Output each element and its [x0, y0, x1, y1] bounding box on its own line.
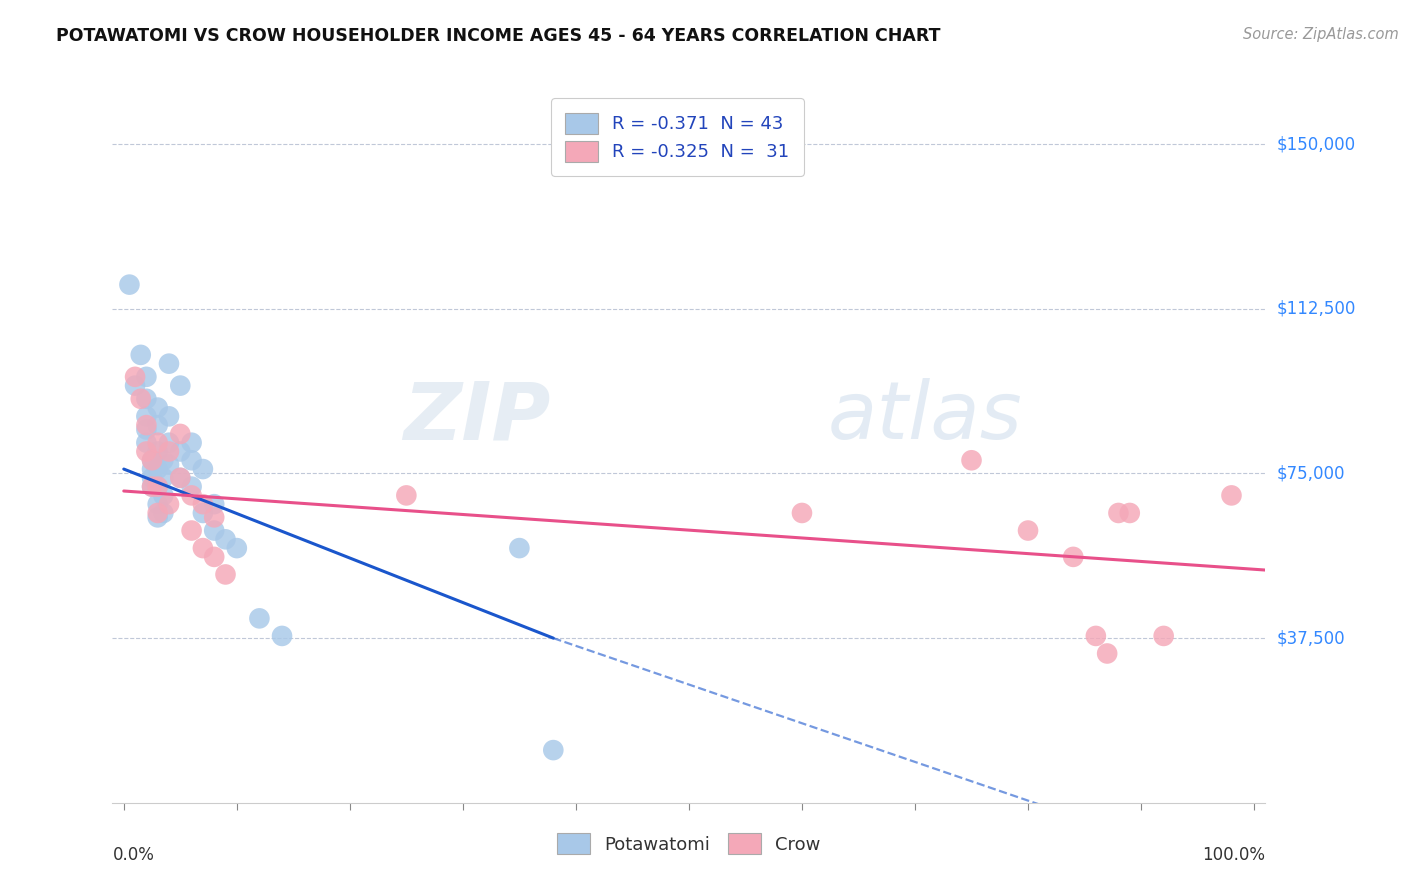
Point	[135, 409, 157, 424]
Point	[169, 471, 191, 485]
Point	[271, 629, 294, 643]
Point	[1119, 506, 1142, 520]
Point	[202, 549, 225, 564]
Point	[124, 378, 146, 392]
Point	[135, 435, 157, 450]
Text: POTAWATOMI VS CROW HOUSEHOLDER INCOME AGES 45 - 64 YEARS CORRELATION CHART: POTAWATOMI VS CROW HOUSEHOLDER INCOME AG…	[56, 27, 941, 45]
Point	[152, 453, 174, 467]
Point	[202, 524, 225, 538]
Point	[157, 357, 180, 371]
Point	[1107, 506, 1129, 520]
Point	[146, 418, 169, 433]
Point	[1084, 629, 1107, 643]
Point	[157, 444, 180, 458]
Point	[157, 458, 180, 472]
Point	[1062, 549, 1084, 564]
Point	[180, 435, 202, 450]
Point	[135, 423, 157, 437]
Point	[214, 567, 236, 582]
Point	[1153, 629, 1175, 643]
Point	[157, 497, 180, 511]
Point	[214, 533, 236, 547]
Point	[146, 435, 169, 450]
Point	[191, 462, 214, 476]
Point	[508, 541, 530, 555]
Point	[146, 510, 169, 524]
Point	[180, 524, 202, 538]
Point	[141, 453, 163, 467]
Point	[135, 369, 157, 384]
Legend: Potawatomi, Crow: Potawatomi, Crow	[547, 822, 831, 865]
Point	[960, 453, 983, 467]
Point	[135, 444, 157, 458]
Point	[141, 453, 163, 467]
Point	[146, 462, 169, 476]
Point	[146, 506, 169, 520]
Point	[202, 510, 225, 524]
Point	[146, 497, 169, 511]
Point	[146, 401, 169, 415]
Point	[169, 471, 191, 485]
Point	[135, 418, 157, 433]
Point	[141, 480, 163, 494]
Point	[202, 497, 225, 511]
Point	[543, 743, 565, 757]
Text: $150,000: $150,000	[1277, 135, 1355, 153]
Point	[141, 480, 163, 494]
Point	[191, 497, 214, 511]
Point	[180, 453, 202, 467]
Point	[141, 462, 163, 476]
Point	[249, 611, 271, 625]
Text: atlas: atlas	[827, 378, 1022, 457]
Point	[191, 506, 214, 520]
Point	[152, 506, 174, 520]
Point	[395, 488, 418, 502]
Point	[146, 480, 169, 494]
Point	[1095, 647, 1118, 661]
Point	[157, 435, 180, 450]
Point	[180, 488, 202, 502]
Point	[152, 471, 174, 485]
Point	[129, 392, 152, 406]
Point	[1220, 488, 1243, 502]
Point	[180, 480, 202, 494]
Text: ZIP: ZIP	[404, 378, 551, 457]
Point	[152, 488, 174, 502]
Point	[129, 348, 152, 362]
Point	[790, 506, 813, 520]
Point	[146, 480, 169, 494]
Point	[118, 277, 141, 292]
Point	[169, 444, 191, 458]
Text: $75,000: $75,000	[1277, 465, 1346, 483]
Text: Source: ZipAtlas.com: Source: ZipAtlas.com	[1243, 27, 1399, 42]
Point	[157, 409, 180, 424]
Point	[141, 471, 163, 485]
Point	[135, 392, 157, 406]
Text: $37,500: $37,500	[1277, 629, 1346, 647]
Text: $112,500: $112,500	[1277, 300, 1355, 318]
Point	[124, 369, 146, 384]
Point	[1017, 524, 1039, 538]
Point	[225, 541, 247, 555]
Point	[169, 426, 191, 441]
Text: 0.0%: 0.0%	[112, 846, 155, 863]
Point	[146, 444, 169, 458]
Text: 100.0%: 100.0%	[1202, 846, 1265, 863]
Point	[191, 541, 214, 555]
Point	[169, 378, 191, 392]
